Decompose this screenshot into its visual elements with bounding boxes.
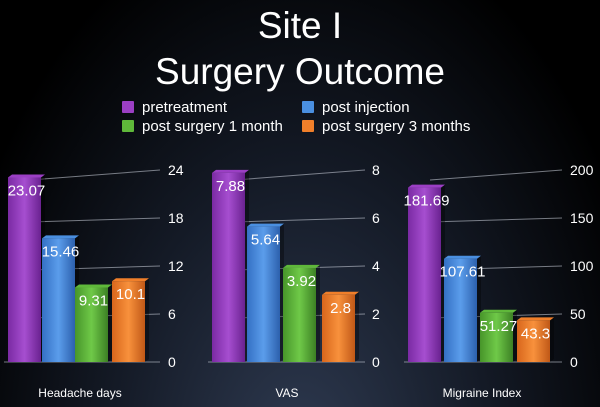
bar-side bbox=[145, 278, 149, 362]
tick-label: 0 bbox=[372, 354, 380, 370]
legend-swatch-post-surgery-1-month bbox=[122, 120, 134, 132]
bar-post-injection bbox=[42, 238, 75, 362]
legend-label-post-surgery-1-month: post surgery 1 month bbox=[142, 117, 283, 135]
data-label: 5.64 bbox=[251, 232, 280, 249]
data-label: 15.46 bbox=[42, 243, 80, 260]
data-label: 2.8 bbox=[330, 300, 351, 317]
chart-panel-3: 0 50 100 150 200 181.69 107.61 51.27 43.3 Migrain… bbox=[404, 162, 594, 400]
tick-label: 50 bbox=[570, 306, 586, 322]
tick-label: 200 bbox=[570, 162, 594, 178]
chart-title-line-2: Surgery Outcome bbox=[155, 51, 445, 92]
bar-post-injection bbox=[444, 258, 477, 362]
data-label: 23.07 bbox=[8, 182, 46, 199]
bar-post-surgery-3-months bbox=[517, 320, 550, 362]
tick-label: 4 bbox=[372, 258, 380, 274]
data-label: 9.31 bbox=[79, 293, 108, 310]
gridline bbox=[234, 217, 366, 223]
tick-label: 2 bbox=[372, 306, 380, 322]
bar-post-surgery-1-month bbox=[480, 312, 513, 362]
legend-item-post-surgery-1-month: post surgery 1 month bbox=[122, 117, 283, 135]
bar-top bbox=[517, 317, 554, 321]
bar-top bbox=[112, 278, 149, 282]
legend-swatch-post-surgery-3-months bbox=[302, 120, 314, 132]
gridline bbox=[29, 217, 161, 223]
chart-panel-2: 0 2 4 6 8 7.88 5.64 3.92 2.8 VAS bbox=[208, 162, 380, 400]
bar-top bbox=[283, 264, 320, 268]
bar-side bbox=[108, 284, 112, 362]
gridline bbox=[234, 169, 366, 181]
tick-label: 18 bbox=[168, 210, 184, 226]
gridline bbox=[429, 169, 563, 181]
tick-label: 24 bbox=[168, 162, 184, 178]
bar-top bbox=[75, 284, 112, 288]
data-label: 43.3 bbox=[521, 325, 550, 342]
data-label: 7.88 bbox=[216, 178, 245, 195]
data-label: 107.61 bbox=[440, 264, 486, 281]
bar-top bbox=[42, 235, 79, 239]
legend-item-post-injection: post injection bbox=[302, 98, 410, 116]
legend: pretreatment post injection post surgery… bbox=[122, 98, 502, 138]
bar-top bbox=[480, 309, 517, 313]
bar-side bbox=[550, 317, 554, 362]
bar-pretreatment bbox=[212, 172, 245, 362]
data-label: 181.69 bbox=[404, 193, 450, 210]
tick-label: 0 bbox=[168, 354, 176, 370]
legend-item-pretreatment: pretreatment bbox=[122, 98, 227, 116]
legend-item-post-surgery-3-months: post surgery 3 months bbox=[302, 117, 470, 135]
bar-side bbox=[316, 264, 320, 362]
tick-label: 6 bbox=[372, 210, 380, 226]
tick-label: 100 bbox=[570, 258, 594, 274]
legend-label-post-surgery-3-months: post surgery 3 months bbox=[322, 117, 471, 135]
bar-post-surgery-3-months bbox=[112, 281, 145, 362]
gridline bbox=[429, 217, 563, 223]
bar-side bbox=[513, 309, 517, 362]
tick-label: 8 bbox=[372, 162, 380, 178]
bar-top bbox=[322, 291, 359, 295]
chart-title-line-1: Site I bbox=[257, 5, 343, 46]
bar-post-surgery-1-month bbox=[75, 287, 108, 362]
legend-swatch-pretreatment bbox=[122, 101, 134, 113]
tick-label: 0 bbox=[570, 354, 578, 370]
bar-post-surgery-3-months bbox=[322, 294, 355, 362]
x-axis-label: Migraine Index bbox=[443, 386, 522, 400]
legend-label-pretreatment: pretreatment bbox=[142, 98, 228, 116]
bar-post-injection bbox=[247, 226, 280, 362]
data-label: 10.1 bbox=[116, 286, 145, 303]
legend-label-post-injection: post injection bbox=[322, 98, 410, 116]
bar-post-surgery-1-month bbox=[283, 267, 316, 362]
data-label: 3.92 bbox=[287, 273, 316, 290]
data-label: 51.27 bbox=[480, 318, 518, 335]
bar-side bbox=[355, 291, 359, 362]
x-axis-label: Headache days bbox=[38, 386, 121, 400]
bar-pretreatment bbox=[408, 187, 441, 362]
x-axis-label: VAS bbox=[275, 386, 298, 400]
bar-top bbox=[444, 255, 481, 259]
bar-pretreatment bbox=[8, 177, 41, 362]
tick-label: 12 bbox=[168, 258, 184, 274]
tick-label: 150 bbox=[570, 210, 594, 226]
gridline bbox=[29, 169, 161, 181]
bar-top bbox=[408, 184, 445, 188]
tick-label: 6 bbox=[168, 306, 176, 322]
bar-top bbox=[8, 174, 45, 178]
bar-top bbox=[247, 223, 284, 227]
bar-top bbox=[212, 169, 249, 173]
legend-swatch-post-injection bbox=[302, 101, 314, 113]
chart-panel-1: 0 6 12 18 24 23.07 15.46 9.31 10.1 Headache days bbox=[4, 162, 184, 400]
